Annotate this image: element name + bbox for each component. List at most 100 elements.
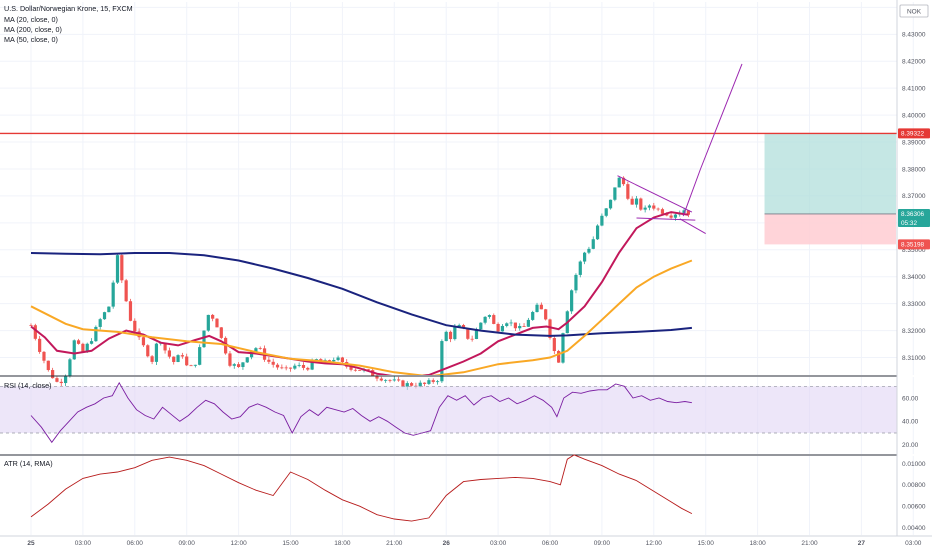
- candle-body: [617, 177, 621, 188]
- candle-body: [418, 382, 422, 387]
- candle-body: [608, 199, 613, 209]
- price-tick-label: 8.38000: [902, 166, 926, 173]
- triangle-extension-line[interactable]: [679, 218, 706, 235]
- candle-body: [167, 350, 171, 357]
- candle-body: [193, 364, 197, 366]
- candle-body: [154, 343, 159, 362]
- candle-body: [375, 376, 379, 379]
- time-tick-label: 21:00: [801, 540, 818, 547]
- candle-body: [353, 369, 357, 371]
- target-zone[interactable]: [764, 133, 896, 214]
- atr-pane: [30, 454, 693, 522]
- rsi-axis[interactable]: 60.00 40.00 20.00: [902, 395, 919, 449]
- candle-body: [574, 274, 578, 291]
- main-grid: [0, 2, 914, 535]
- currency-box[interactable]: [899, 4, 929, 18]
- price-axis[interactable]: 8.440008.430008.420008.410008.400008.390…: [902, 5, 926, 362]
- price-tick-label: 8.41000: [902, 85, 926, 92]
- candle-body: [470, 338, 474, 340]
- candle-body: [483, 316, 487, 323]
- time-tick-label: 12:00: [646, 540, 663, 547]
- candle-body: [38, 338, 42, 352]
- candle-body: [626, 184, 630, 199]
- candle-body: [647, 205, 652, 208]
- chart-title[interactable]: U.S. Dollar/Norwegian Krone, 15, FXCM: [4, 4, 133, 13]
- candle-body: [660, 209, 665, 214]
- atr-axis[interactable]: 0.01000 0.00800 0.00600 0.00400: [902, 461, 926, 532]
- pattern-drawings[interactable]: [617, 63, 743, 235]
- candle-body: [254, 348, 258, 352]
- rsi-label[interactable]: RSI (14, close): [4, 381, 52, 390]
- candle-body: [522, 326, 526, 327]
- candle-body: [358, 369, 362, 371]
- candle-body: [505, 323, 509, 326]
- atr-tick-label: 0.00800: [902, 482, 926, 489]
- price-tick-label: 8.34000: [902, 274, 926, 281]
- breakout-projection-line[interactable]: [682, 63, 743, 217]
- atr-tick-label: 0.01000: [902, 461, 926, 468]
- atr-label[interactable]: ATR (14, RMA): [4, 459, 53, 468]
- candle-body: [384, 379, 388, 381]
- candle-body: [466, 328, 470, 339]
- candle-body: [301, 364, 306, 368]
- candle-body: [557, 351, 561, 363]
- candle-body: [634, 198, 639, 205]
- candle-body: [68, 359, 72, 376]
- time-tick-label: 03:00: [905, 540, 922, 547]
- candle-body: [496, 323, 500, 332]
- candle-body: [513, 322, 517, 329]
- candle-body: [219, 327, 223, 338]
- price-tick-label: 8.42000: [902, 59, 926, 66]
- currency-label: NOK: [907, 9, 922, 16]
- stop-zone[interactable]: [764, 213, 896, 245]
- time-tick-label: 27: [858, 540, 866, 547]
- candle-body: [128, 301, 133, 321]
- candle-body: [440, 341, 444, 382]
- time-tick-label: 06:00: [542, 540, 559, 547]
- candle-body: [245, 357, 249, 363]
- atr-tick-label: 0.00600: [902, 503, 926, 510]
- candle-body: [258, 348, 262, 349]
- price-tick-label: 8.43000: [902, 32, 926, 39]
- candle-body: [686, 210, 690, 215]
- time-tick-label: 25: [27, 540, 35, 547]
- legend-ma50[interactable]: MA (50, close, 0): [4, 35, 58, 44]
- candle-body: [133, 320, 137, 332]
- resistance-price-tag: 8.39322: [901, 131, 925, 138]
- candle-body: [267, 359, 271, 362]
- candle-body: [552, 338, 556, 352]
- candle-body: [120, 255, 124, 281]
- candle-body: [163, 342, 167, 351]
- candle-body: [526, 319, 530, 327]
- price-tick-label: 8.33000: [902, 301, 926, 308]
- legend-ma20[interactable]: MA (20, close, 0): [4, 15, 58, 24]
- candle-body: [531, 312, 535, 320]
- candle-body: [241, 362, 245, 367]
- candle-body: [89, 341, 94, 344]
- candle-body: [444, 331, 448, 342]
- time-axis[interactable]: 25 03:00 06:00 09:00 12:00 15:00 18:00 21:00 26 0…: [27, 540, 932, 547]
- candle-body: [435, 381, 440, 383]
- candle-body: [115, 255, 120, 283]
- ma50-line: [30, 259, 693, 375]
- triangle-upper-line[interactable]: [617, 175, 693, 213]
- time-tick-label: 03:00: [75, 540, 92, 547]
- time-tick-label: 26: [443, 540, 451, 547]
- candle-body: [578, 261, 582, 275]
- candle-body: [401, 380, 405, 387]
- price-tick-label: 8.40000: [902, 112, 926, 119]
- legend-ma200[interactable]: MA (200, close, 0): [4, 25, 62, 34]
- candle-body: [249, 351, 254, 358]
- candle-body: [107, 306, 111, 313]
- candle-body: [59, 381, 63, 384]
- candle-body: [613, 187, 617, 200]
- rsi-tick-label: 40.00: [902, 419, 919, 426]
- candle-body: [280, 367, 284, 369]
- triangle-lower-line[interactable]: [636, 217, 696, 221]
- moving-averages: [30, 211, 693, 375]
- candle-body: [51, 370, 55, 379]
- candle-body: [595, 225, 600, 240]
- time-tick-label: 09:00: [179, 540, 196, 547]
- candle-body: [180, 355, 184, 357]
